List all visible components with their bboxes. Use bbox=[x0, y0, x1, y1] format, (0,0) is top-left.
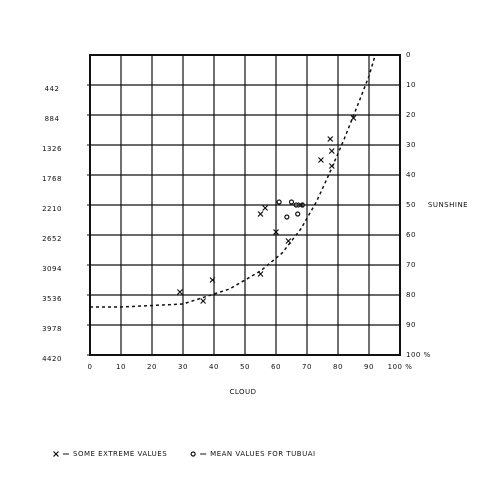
y-tick-label: 80 bbox=[406, 291, 416, 299]
x-tick-label: 10 bbox=[116, 363, 126, 371]
x-marker bbox=[273, 229, 279, 235]
x-marker bbox=[200, 298, 207, 304]
x-tick-label: 100 % bbox=[388, 363, 413, 371]
o-marker bbox=[276, 199, 282, 205]
legend-label: MEAN VALUES FOR TUBUAI bbox=[210, 450, 315, 458]
y-axis-label: SUNSHINE bbox=[428, 201, 468, 209]
y2-tick-label: 884 bbox=[45, 115, 60, 123]
y2-tick-label: 1326 bbox=[42, 145, 62, 153]
legend-label: SOME EXTREME VALUES bbox=[73, 450, 167, 458]
x-tick-label: 40 bbox=[209, 363, 219, 371]
o-marker bbox=[293, 202, 299, 208]
x-tick-label: 0 bbox=[88, 363, 93, 371]
y-tick-label: 10 bbox=[406, 81, 416, 89]
x-marker bbox=[262, 205, 269, 211]
y-tick-label: 20 bbox=[406, 111, 416, 119]
y2-tick-label: 2210 bbox=[42, 205, 62, 213]
x-marker bbox=[328, 148, 335, 154]
x-axis-label: CLOUD bbox=[229, 388, 256, 396]
x-tick-label: 50 bbox=[240, 363, 250, 371]
x-tick-label: 30 bbox=[178, 363, 188, 371]
y2-tick-label: 1768 bbox=[42, 175, 62, 183]
y2-tick-label: 4420 bbox=[42, 355, 62, 363]
o-marker bbox=[295, 211, 301, 217]
y2-tick-label: 3978 bbox=[42, 325, 62, 333]
y2-tick-label: 442 bbox=[45, 85, 60, 93]
trend-curve bbox=[90, 54, 376, 308]
x-tick-label: 70 bbox=[302, 363, 312, 371]
x-tick-label: 90 bbox=[364, 363, 374, 371]
x-marker bbox=[209, 277, 216, 283]
plot-frame bbox=[89, 54, 401, 356]
x-tick-label: 80 bbox=[333, 363, 343, 371]
y-tick-label: 40 bbox=[406, 171, 416, 179]
o-marker bbox=[299, 202, 305, 208]
x-marker bbox=[350, 115, 357, 121]
x-tick-label: 60 bbox=[271, 363, 281, 371]
y-tick-label: 90 bbox=[406, 321, 416, 329]
y-tick-label: 50 bbox=[406, 201, 416, 209]
x-marker bbox=[327, 136, 334, 142]
y2-tick-label: 3536 bbox=[42, 295, 62, 303]
y2-tick-label: 2652 bbox=[42, 235, 62, 243]
x-marker bbox=[318, 157, 324, 163]
o-marker bbox=[288, 199, 295, 205]
legend-marker bbox=[53, 451, 59, 457]
y2-tick-label: 3094 bbox=[42, 265, 62, 273]
x-tick-label: 20 bbox=[147, 363, 157, 371]
o-marker bbox=[284, 214, 290, 220]
x-marker bbox=[257, 211, 264, 217]
y-tick-label: 70 bbox=[406, 261, 416, 269]
y-tick-label: 30 bbox=[406, 141, 416, 149]
y-tick-label: 0 bbox=[406, 51, 411, 59]
legend-marker bbox=[190, 451, 196, 457]
x-marker bbox=[176, 289, 183, 295]
y-tick-label: 60 bbox=[406, 231, 416, 239]
y-tick-label: 100 % bbox=[406, 351, 431, 359]
